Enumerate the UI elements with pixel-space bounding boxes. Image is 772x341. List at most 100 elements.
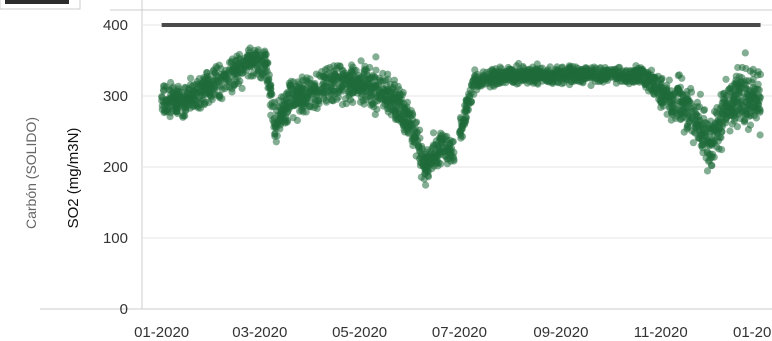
data-point xyxy=(446,147,454,156)
data-point xyxy=(357,98,365,106)
data-point xyxy=(359,81,367,89)
data-point xyxy=(484,75,492,83)
data-point xyxy=(403,98,411,106)
data-point xyxy=(534,70,542,78)
data-point xyxy=(158,105,166,113)
data-point xyxy=(345,92,353,100)
data-point xyxy=(604,69,613,77)
data-point xyxy=(329,87,337,95)
data-point xyxy=(258,70,267,78)
data-point xyxy=(596,77,604,85)
data-point xyxy=(212,63,220,71)
x-tick-label: 03-2020 xyxy=(232,324,287,341)
data-point xyxy=(218,95,226,103)
data-point xyxy=(349,98,357,106)
data-point xyxy=(734,96,742,104)
data-point xyxy=(373,105,381,113)
x-tick-label: 01-2020 xyxy=(134,324,189,341)
data-point xyxy=(602,75,610,83)
legend-box xyxy=(0,0,81,10)
data-point xyxy=(460,107,468,115)
data-points xyxy=(158,44,765,189)
data-point xyxy=(277,106,285,114)
data-point xyxy=(328,80,337,88)
data-point xyxy=(749,83,758,91)
data-point xyxy=(245,59,253,67)
data-point xyxy=(618,67,627,75)
data-point xyxy=(756,131,764,139)
data-point xyxy=(362,96,370,104)
data-point xyxy=(319,72,327,80)
data-point xyxy=(430,154,438,162)
data-point xyxy=(477,81,485,89)
data-point xyxy=(449,153,457,161)
data-point xyxy=(689,116,697,124)
data-point xyxy=(301,86,309,94)
data-point xyxy=(408,121,416,129)
data-point xyxy=(528,77,536,85)
y-axis-label: SO2 (mg/m3N) xyxy=(65,128,82,229)
data-point xyxy=(165,105,173,113)
data-point xyxy=(515,68,524,76)
data-point xyxy=(700,106,709,114)
data-point xyxy=(293,82,301,90)
data-point xyxy=(683,87,691,96)
data-point xyxy=(647,66,656,74)
data-point xyxy=(312,101,320,109)
data-point xyxy=(274,118,282,126)
x-tick-label: 05-2020 xyxy=(332,324,387,341)
data-point xyxy=(490,69,498,77)
data-point xyxy=(309,84,317,92)
data-point xyxy=(353,78,361,86)
data-point xyxy=(210,78,218,86)
data-point xyxy=(636,77,644,85)
data-point xyxy=(665,76,673,84)
data-point xyxy=(296,107,304,115)
data-point xyxy=(558,80,566,88)
data-point xyxy=(508,77,517,85)
data-point xyxy=(285,103,293,111)
data-point xyxy=(726,110,734,118)
data-point xyxy=(173,109,181,118)
data-point xyxy=(756,93,764,101)
data-point xyxy=(736,104,745,112)
data-point xyxy=(244,46,253,54)
data-point xyxy=(678,97,686,105)
data-point xyxy=(341,69,349,77)
data-point xyxy=(714,137,723,145)
legend-swatch xyxy=(5,0,69,4)
data-point xyxy=(277,93,286,101)
x-tick-label: 09-2020 xyxy=(533,324,588,341)
data-point xyxy=(725,102,733,110)
data-point xyxy=(472,75,480,83)
data-point xyxy=(671,105,679,113)
data-point xyxy=(678,74,686,82)
data-point xyxy=(593,69,601,77)
data-point xyxy=(726,127,734,135)
data-point xyxy=(286,81,294,89)
data-point xyxy=(162,83,171,91)
y-tick-label: 100 xyxy=(103,230,128,247)
data-point xyxy=(503,74,511,82)
data-point xyxy=(358,73,366,81)
data-point xyxy=(547,70,555,78)
data-point xyxy=(742,85,750,93)
data-point xyxy=(676,108,685,116)
data-point xyxy=(519,76,527,84)
data-point xyxy=(272,138,280,146)
data-point xyxy=(175,93,183,101)
data-point xyxy=(408,137,416,145)
data-point xyxy=(698,137,707,145)
data-point xyxy=(319,79,328,87)
y-tick-label: 300 xyxy=(103,88,128,105)
y-tick-label: 200 xyxy=(103,159,128,176)
data-point xyxy=(692,122,700,130)
data-point xyxy=(650,90,658,98)
data-point xyxy=(300,102,308,111)
data-point xyxy=(291,101,299,109)
data-point xyxy=(627,71,635,79)
data-point xyxy=(371,91,379,99)
data-point xyxy=(651,73,659,81)
y-tick-labels: 0 100 200 300 400 xyxy=(103,17,128,318)
